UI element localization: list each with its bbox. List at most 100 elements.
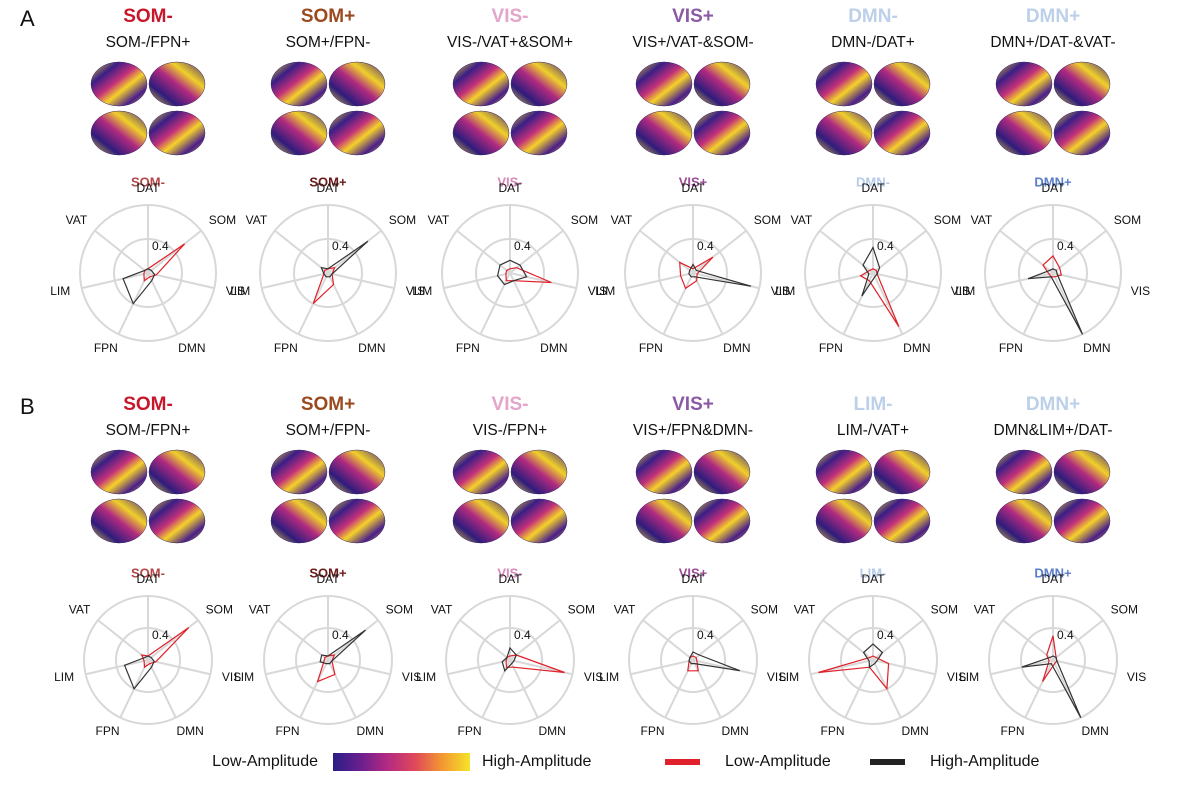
radar-axis-label: FPN (456, 341, 480, 355)
radar-axis-label: FPN (276, 724, 300, 738)
radar-spoke (844, 659, 874, 719)
radar-axis-label: DMN (540, 341, 567, 355)
radar-spoke (509, 272, 541, 335)
brain-surface (452, 110, 510, 156)
radar-axis-label: DAT (498, 572, 522, 586)
radar-series (505, 654, 565, 674)
radar-series (818, 655, 890, 691)
radar-series (122, 268, 156, 305)
radar-spoke (274, 229, 329, 274)
radar-spoke (147, 229, 202, 274)
brain-surface (693, 449, 751, 495)
radar-axis-label: VAT (428, 213, 450, 227)
radar-axis-label: DAT (861, 181, 885, 195)
brain-surface (1053, 61, 1111, 107)
map-subtitle: VIS+/FPN&DMN- (633, 422, 753, 439)
radar-axis-label: LIM (775, 284, 795, 298)
brain-surface (452, 498, 510, 544)
radar-series (1021, 655, 1082, 718)
brain-surface (270, 61, 328, 107)
radar-series (319, 629, 366, 665)
map-title: VIS- (492, 394, 529, 415)
radar-axis-label: VAT (611, 213, 633, 227)
radar-axis-label: VIS (226, 284, 245, 298)
radar-axis-label: DAT (681, 181, 705, 195)
radar-spoke (630, 659, 694, 676)
brain-surface (148, 498, 206, 544)
brain-surface (510, 110, 568, 156)
radar-title: SOM- (131, 174, 165, 189)
radar-tick-label: 0.4 (152, 628, 169, 642)
radar-axis-label: VAT (794, 602, 816, 616)
radar-axis-label: DMN (721, 724, 748, 738)
radar-axis-label: DAT (136, 572, 160, 586)
radar-title: SOM+ (309, 565, 347, 580)
brain-surface (1053, 449, 1111, 495)
radar-spoke (639, 229, 694, 274)
radar-spoke (986, 272, 1054, 290)
map-title: SOM- (123, 6, 173, 27)
radar-axis-label: VIS (222, 670, 241, 684)
radar-series (496, 259, 528, 286)
radar-series (140, 627, 190, 669)
radar-title: VIS+ (679, 565, 708, 580)
brain-surface (328, 61, 386, 107)
legend-label: Low-Amplitude (725, 753, 831, 770)
radar-spoke (327, 619, 379, 661)
radar-axis-label: VIS (951, 284, 970, 298)
radar-axis-label: VIS (947, 670, 966, 684)
radar-spoke (81, 272, 149, 290)
radar-title: VIS- (497, 565, 522, 580)
brain-surface (635, 449, 693, 495)
radar-series (1042, 255, 1063, 278)
radar-axis-label: SOM (206, 602, 233, 616)
radar-axis-label: DAT (498, 181, 522, 195)
radar-axis-label: LIM (234, 670, 254, 684)
brain-surface (873, 110, 931, 156)
radar-axis-label: SOM (751, 602, 778, 616)
radar-series (320, 240, 369, 278)
radar-spoke (872, 229, 927, 274)
brain-surface (635, 110, 693, 156)
brain-surface (1053, 498, 1111, 544)
radar-series (687, 655, 699, 672)
radar-title: LIM- (860, 565, 887, 580)
radar-axis-label: DMN (178, 341, 205, 355)
radar-spoke (327, 229, 382, 274)
radar-spoke (147, 659, 211, 676)
radar-spoke (277, 619, 329, 661)
map-subtitle: SOM+/FPN- (286, 34, 371, 51)
brain-surface (510, 61, 568, 107)
radar-axis-label: FPN (94, 341, 118, 355)
radar-spoke (999, 229, 1054, 274)
map-title: VIS+ (672, 6, 714, 27)
radar-spoke (147, 272, 179, 335)
brain-surface (328, 498, 386, 544)
brain-surface (148, 449, 206, 495)
radar-spoke (664, 659, 694, 719)
brain-surface (815, 449, 873, 495)
radar-spoke (1052, 619, 1104, 661)
radar-title: SOM- (131, 565, 165, 580)
radar-tick-label: 0.4 (152, 239, 169, 253)
radar-series (123, 655, 155, 690)
brain-surface (693, 498, 751, 544)
radar-axis-label: SOM (571, 213, 598, 227)
radar-spoke (1022, 272, 1054, 335)
map-title: DMN+ (1026, 6, 1080, 27)
radar-axis-label: VIS (584, 670, 603, 684)
radar-tick-label: 0.4 (1057, 628, 1074, 642)
radar-spoke (147, 272, 215, 290)
radar-axis-label: VAT (974, 602, 996, 616)
radar-axis-label: DMN (356, 724, 383, 738)
radar-series (688, 651, 741, 672)
map-subtitle: VIS+/VAT-&SOM- (632, 34, 753, 51)
radar-axis-label: VAT (249, 602, 271, 616)
radar-axis-label: VAT (246, 213, 268, 227)
radar-axis-label: VIS (771, 284, 790, 298)
radar-spoke (327, 659, 357, 719)
map-subtitle: DMN+/DAT-&VAT- (990, 34, 1115, 51)
radar-axis-label: SOM (1114, 213, 1141, 227)
radar-axis-label: VAT (971, 213, 993, 227)
brain-surface (510, 449, 568, 495)
